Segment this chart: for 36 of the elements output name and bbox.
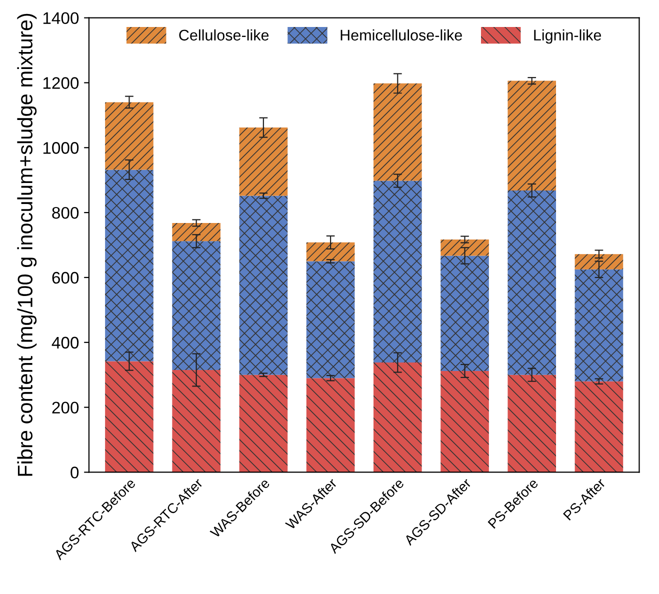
bar: [373, 362, 422, 472]
bar: [172, 241, 220, 370]
bar: [508, 80, 556, 190]
bar: [574, 269, 624, 382]
y-axis-title: Fibre content (mg/100 g inoculum+sludge mixture): [17, 14, 37, 476]
bar: [508, 374, 556, 472]
bar: [373, 180, 422, 363]
legend-label: Lignin-like: [534, 29, 602, 44]
bar: [508, 190, 556, 375]
bar: [105, 102, 154, 170]
bar: [373, 83, 422, 181]
y-tick-label: 0: [70, 466, 79, 478]
y-tick-label: 200: [52, 402, 79, 414]
bar: [239, 128, 288, 196]
legend-label: Cellulose-like: [179, 29, 269, 41]
bar: [239, 196, 288, 375]
y-tick-label: 800: [52, 206, 79, 219]
bar: [440, 240, 489, 256]
y-tick-label: 1000: [43, 142, 79, 154]
bar: [440, 256, 489, 371]
legend-label: Hemicellulose-like: [340, 29, 462, 41]
bar: [172, 370, 220, 472]
bar: [574, 381, 624, 472]
bar: [306, 261, 355, 378]
bar: [172, 222, 220, 242]
bar: [239, 374, 288, 472]
bar: [105, 361, 154, 472]
y-tick-label: 1200: [43, 77, 79, 89]
y-tick-label: 400: [52, 336, 79, 349]
bar: [440, 370, 489, 472]
y-tick-label: 600: [52, 272, 79, 284]
bar: [574, 254, 624, 270]
bar: [306, 242, 355, 262]
bar: [306, 378, 355, 472]
y-tick-label: 1400: [43, 12, 79, 24]
bar: [105, 170, 154, 362]
